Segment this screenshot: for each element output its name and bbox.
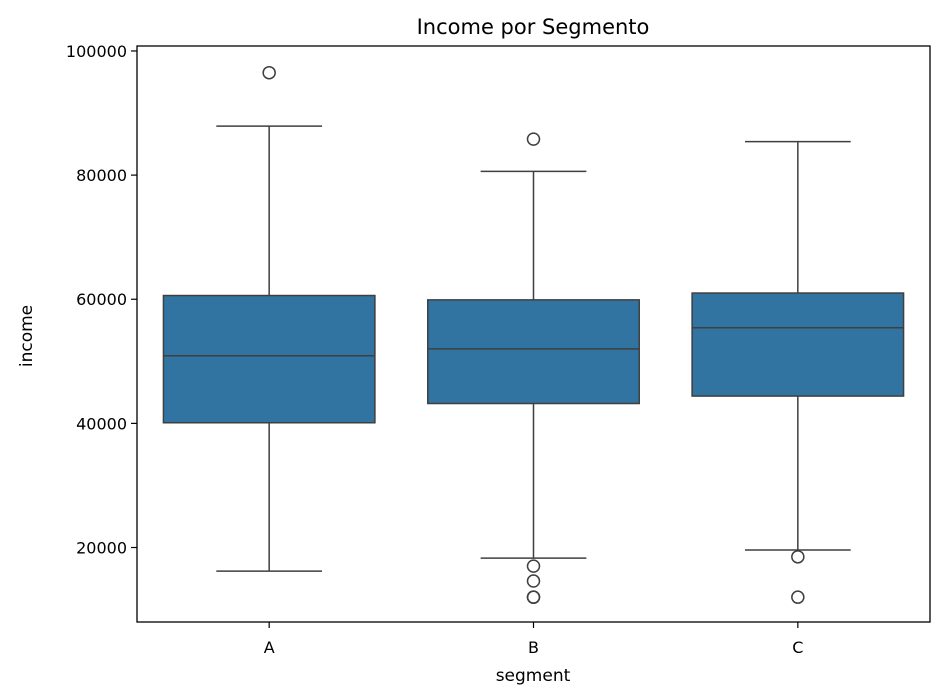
y-axis-label: income [17,305,37,367]
outlier-point [791,590,805,604]
outlier-point [526,590,541,604]
y-axis: 20000 40000 60000 80000 100000 [66,42,137,558]
y-tick-label: 60000 [76,290,127,309]
outlier-point [526,574,541,588]
y-tick-label: 80000 [76,166,127,185]
box-group-B [427,132,640,604]
outlier-point [791,550,805,564]
boxes-layer [162,65,905,604]
y-tick-label: 20000 [76,539,127,558]
x-tick-label: C [792,638,803,657]
box-group-A [162,65,376,572]
x-tick-label: B [528,638,539,657]
outlier-point [262,65,276,80]
y-tick-label: 100000 [66,42,127,61]
chart-title: Income por Segmento [417,15,650,39]
x-axis-label: segment [496,666,571,686]
x-axis: A B C [264,622,803,657]
iqr-box [427,299,640,405]
outlier-point [526,132,541,146]
iqr-box [162,294,376,424]
outlier-point [526,559,541,573]
y-tick-label: 40000 [76,414,127,433]
x-tick-label: A [264,638,275,657]
box-group-C [691,140,905,604]
iqr-box [691,292,905,397]
